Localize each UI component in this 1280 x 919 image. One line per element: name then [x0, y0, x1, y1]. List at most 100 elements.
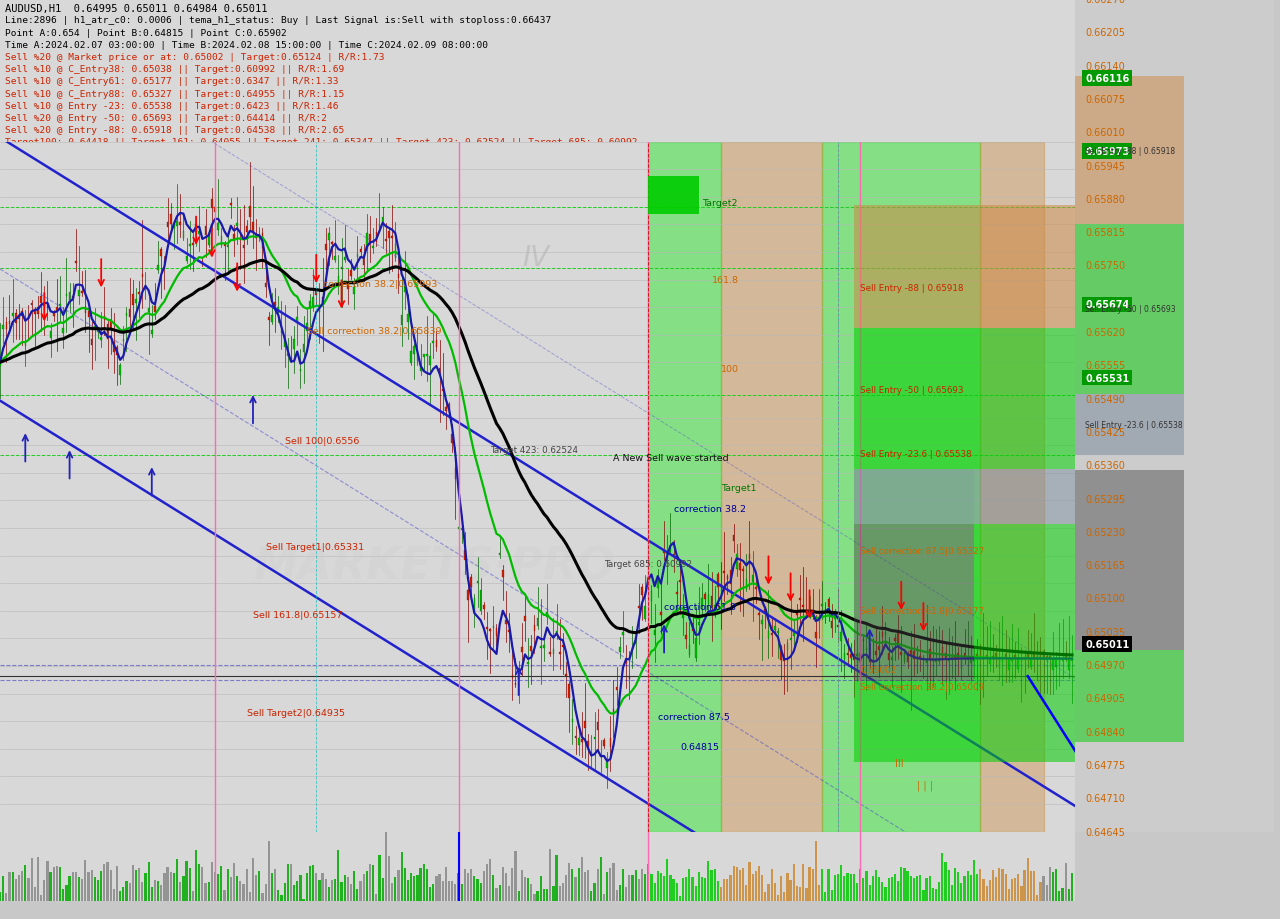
Bar: [780, 876, 782, 901]
Bar: [429, 887, 431, 901]
Bar: [600, 755, 602, 757]
Bar: [259, 870, 260, 901]
Bar: [261, 234, 264, 249]
Bar: [220, 237, 223, 246]
Bar: [44, 879, 45, 901]
Bar: [872, 876, 874, 901]
Bar: [28, 316, 29, 320]
Bar: [224, 244, 225, 246]
Bar: [543, 645, 545, 648]
Bar: [9, 322, 10, 324]
Text: Sell %20 @ Entry -88: 0.65918 || Target:0.64538 || R/R:2.65: Sell %20 @ Entry -88: 0.65918 || Target:…: [5, 126, 344, 135]
Bar: [3, 325, 4, 330]
Text: correction 87.5: correction 87.5: [658, 712, 730, 721]
Bar: [1030, 659, 1032, 667]
Text: 0.66270: 0.66270: [1085, 0, 1125, 5]
Bar: [854, 206, 974, 329]
Bar: [549, 849, 552, 901]
Text: 0.64645: 0.64645: [1085, 827, 1125, 836]
Bar: [960, 883, 963, 901]
Bar: [50, 331, 51, 338]
Bar: [584, 872, 586, 901]
Bar: [964, 876, 965, 901]
Bar: [458, 528, 460, 529]
Bar: [1039, 882, 1042, 901]
Bar: [923, 891, 924, 901]
Bar: [1059, 659, 1060, 665]
Bar: [1065, 653, 1066, 659]
Bar: [239, 238, 241, 241]
Bar: [502, 867, 504, 901]
Bar: [572, 720, 573, 722]
Text: Line:2896 | h1_atr_c0: 0.0006 | tema_h1_status: Buy | Last Signal is:Sell with s: Line:2896 | h1_atr_c0: 0.0006 | tema_h1_…: [5, 17, 552, 26]
Bar: [622, 633, 623, 635]
Bar: [955, 655, 956, 659]
Bar: [461, 884, 463, 901]
Bar: [641, 868, 643, 901]
Bar: [1020, 659, 1023, 662]
Bar: [278, 891, 279, 901]
Bar: [600, 857, 602, 901]
Bar: [196, 224, 197, 233]
Text: Sell Entry -50 | 0.65693: Sell Entry -50 | 0.65693: [860, 386, 964, 394]
Bar: [192, 891, 195, 901]
Text: 0.64840: 0.64840: [1085, 727, 1125, 737]
Text: Sell %20 @ Entry -50: 0.65693 || Target:0.64414 || R/R:2: Sell %20 @ Entry -50: 0.65693 || Target:…: [5, 114, 328, 123]
Bar: [723, 879, 726, 901]
Bar: [790, 638, 791, 641]
Bar: [37, 308, 38, 315]
Bar: [31, 857, 33, 901]
Bar: [856, 654, 858, 656]
Bar: [620, 648, 621, 652]
Bar: [822, 604, 823, 607]
Bar: [854, 681, 974, 762]
Bar: [397, 870, 399, 901]
Bar: [781, 648, 782, 660]
Bar: [37, 857, 40, 901]
Bar: [1042, 876, 1044, 901]
Bar: [125, 881, 128, 901]
Bar: [755, 870, 756, 901]
Bar: [166, 868, 169, 901]
Bar: [717, 574, 718, 587]
Bar: [182, 876, 184, 901]
Bar: [995, 878, 997, 901]
Bar: [74, 872, 77, 901]
Bar: [648, 176, 699, 214]
Bar: [1046, 885, 1048, 901]
Bar: [201, 868, 204, 901]
Bar: [925, 659, 928, 664]
Bar: [957, 872, 959, 901]
Bar: [93, 877, 96, 901]
Bar: [657, 578, 659, 589]
Bar: [493, 627, 494, 629]
Bar: [192, 244, 193, 246]
Bar: [337, 850, 339, 901]
Bar: [762, 875, 763, 901]
Bar: [1036, 894, 1038, 901]
Bar: [413, 346, 415, 355]
Bar: [844, 877, 846, 901]
Bar: [644, 607, 646, 619]
Bar: [72, 872, 74, 901]
Bar: [243, 245, 244, 248]
Bar: [392, 237, 393, 239]
Text: 0.64710: 0.64710: [1085, 793, 1125, 803]
Text: Sell Entry -88 | 0.65918: Sell Entry -88 | 0.65918: [1085, 146, 1175, 155]
Bar: [710, 869, 713, 901]
Bar: [170, 215, 172, 225]
Bar: [364, 258, 365, 266]
Bar: [945, 862, 947, 901]
Bar: [869, 885, 870, 901]
Bar: [56, 866, 58, 901]
Bar: [65, 294, 68, 297]
Bar: [581, 857, 582, 901]
Bar: [312, 865, 314, 901]
Bar: [463, 869, 466, 901]
Bar: [41, 296, 42, 303]
Bar: [974, 469, 1084, 524]
Bar: [154, 307, 156, 312]
Text: 0.65973: 0.65973: [1085, 147, 1129, 157]
Bar: [815, 632, 817, 639]
Text: Target 423: 0.62524: Target 423: 0.62524: [490, 445, 579, 454]
